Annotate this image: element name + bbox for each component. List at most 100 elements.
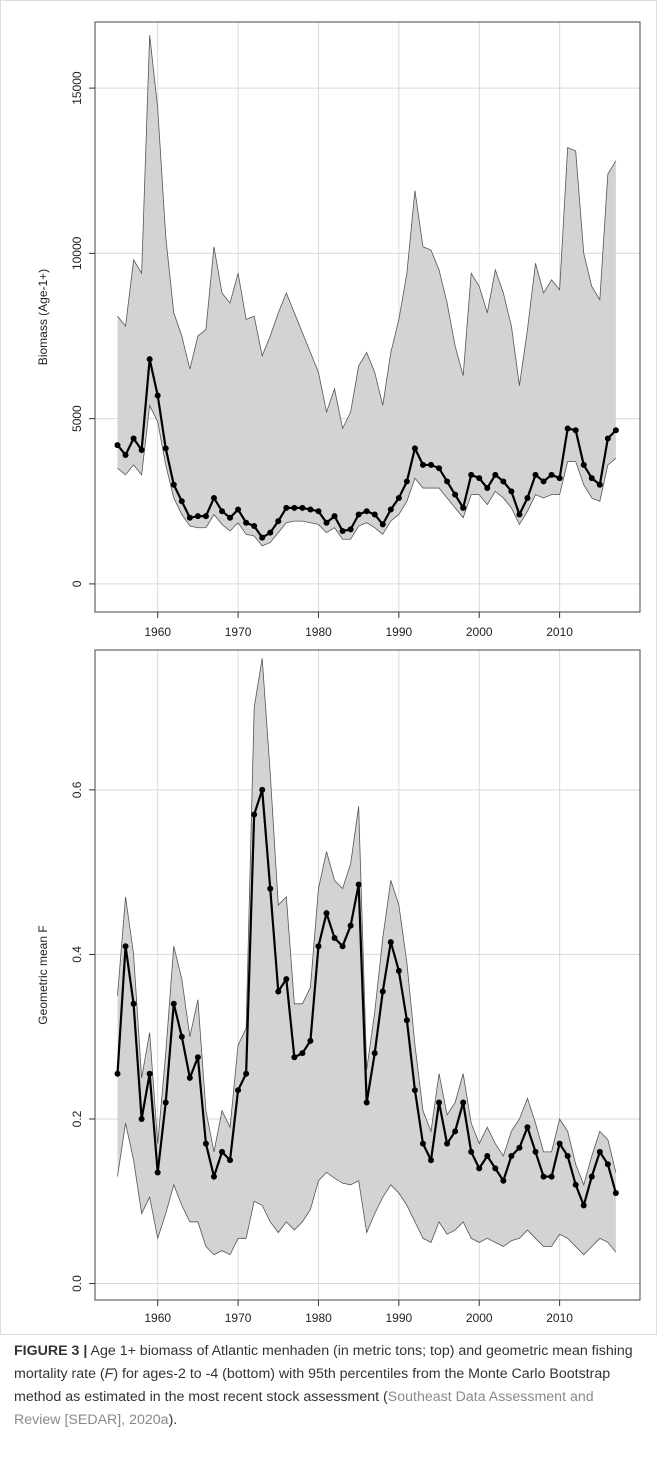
point (492, 471, 499, 478)
x-tick-label: 1970 (225, 625, 252, 639)
point (371, 511, 378, 518)
point (315, 943, 322, 950)
point (419, 1140, 426, 1147)
y-tick-label: 0.6 (70, 781, 84, 798)
point (500, 478, 507, 485)
point (556, 1140, 563, 1147)
point (202, 1140, 209, 1147)
point (452, 491, 459, 498)
point (588, 1173, 595, 1180)
point (267, 885, 274, 892)
x-tick-label: 1980 (305, 625, 332, 639)
point (275, 988, 282, 995)
point (251, 523, 258, 530)
plot-frame (94, 649, 641, 1301)
y-tick-label: 0.4 (70, 946, 84, 963)
point (540, 1173, 547, 1180)
point (452, 1128, 459, 1135)
x-tick-label: 1960 (144, 1311, 171, 1325)
point (243, 519, 250, 526)
point (612, 1190, 619, 1197)
x-tick-label: 1970 (225, 1311, 252, 1325)
point (580, 461, 587, 468)
point (379, 988, 386, 995)
figure: 1960 1970 1980 1990 2000 2010 0 5000 10000 15000 B… (0, 0, 657, 1335)
point (468, 1148, 475, 1155)
point (428, 461, 435, 468)
y-axis-title: Geometric mean F (36, 925, 50, 1024)
point (379, 521, 386, 528)
caption-text: ). (168, 1412, 178, 1428)
point (516, 1144, 523, 1151)
point (307, 1037, 314, 1044)
point (251, 811, 258, 818)
point (540, 478, 547, 485)
caption-label: FIGURE 3 | (14, 1343, 88, 1359)
point (259, 534, 266, 541)
point (210, 1173, 217, 1180)
point (339, 943, 346, 950)
point (444, 1140, 451, 1147)
point (596, 481, 603, 488)
point (564, 1153, 571, 1160)
point (395, 494, 402, 501)
point (194, 513, 201, 520)
point (355, 511, 362, 518)
point (339, 528, 346, 535)
y-tick-label: 10000 (70, 236, 84, 270)
point (411, 445, 418, 452)
point (604, 435, 611, 442)
point (307, 506, 314, 513)
point (564, 425, 571, 432)
point (227, 1157, 234, 1164)
point (154, 392, 161, 399)
x-tick-label: 1990 (385, 1311, 412, 1325)
point (130, 1000, 137, 1007)
point (291, 1054, 298, 1061)
point (347, 922, 354, 929)
point (138, 1115, 145, 1122)
upper-line (117, 658, 617, 1187)
point (146, 1070, 153, 1077)
y-tick-label: 0.2 (70, 1110, 84, 1127)
point (291, 504, 298, 511)
point (114, 442, 121, 449)
point (548, 471, 555, 478)
point (186, 514, 193, 521)
point (476, 1165, 483, 1172)
point (323, 910, 330, 917)
point (323, 519, 330, 526)
band-fill (117, 658, 616, 1255)
point (395, 967, 402, 974)
point (130, 435, 137, 442)
point (162, 445, 169, 452)
point (363, 508, 370, 515)
point (492, 1165, 499, 1172)
point (612, 427, 619, 434)
point (363, 1099, 370, 1106)
point (411, 1087, 418, 1094)
point (403, 478, 410, 485)
x-tick-label: 2000 (466, 625, 493, 639)
x-tick-label: 1960 (144, 625, 171, 639)
point (444, 478, 451, 485)
point (532, 471, 539, 478)
upper-line (117, 35, 617, 430)
point (267, 529, 274, 536)
x-tick-label: 2000 (466, 1311, 493, 1325)
point (178, 1033, 185, 1040)
caption-text: Age 1+ biomass of Atlantic menhaden (in … (14, 1343, 633, 1382)
point (484, 1153, 491, 1160)
point (154, 1169, 161, 1176)
point (588, 475, 595, 482)
point (178, 498, 185, 505)
point (436, 1099, 443, 1106)
point (235, 506, 242, 513)
caption-link[interactable]: Southeast Data Assessment and Review [SE… (14, 1389, 594, 1428)
point (243, 1070, 250, 1077)
point (508, 1153, 515, 1160)
point (138, 447, 145, 454)
x-tick-label: 2010 (546, 625, 573, 639)
y-tick-label: 15000 (70, 71, 84, 105)
